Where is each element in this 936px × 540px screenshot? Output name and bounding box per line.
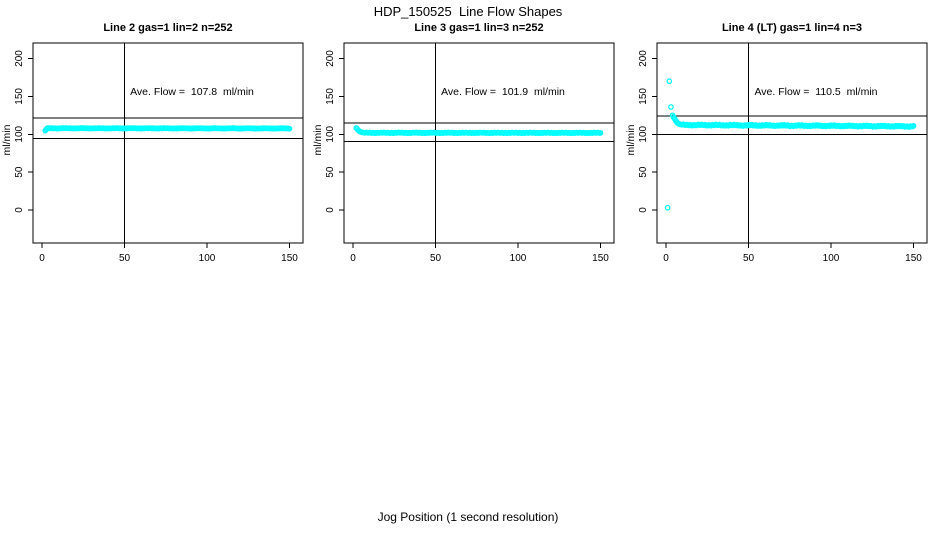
data-point: [668, 104, 674, 110]
data-point: [666, 78, 673, 85]
ave-flow-annotation: Ave. Flow = 110.5 ml/min: [754, 86, 878, 98]
x-tick-label: 0: [350, 253, 356, 264]
panel-line-3: Line 3 gas=1 lin=3 n=252 ml/min 0 50 100 15…: [311, 20, 622, 272]
y-tick-label: 200: [14, 50, 25, 67]
data-point: [286, 125, 293, 132]
plot-box: [343, 42, 615, 244]
plot-box: [32, 42, 304, 244]
plot-area: 0 50 100 150 0 50 100 150 200: [325, 42, 615, 264]
y-tick-label: 100: [638, 125, 649, 142]
y-tick-label: 50: [638, 166, 649, 178]
y-tick-label: 150: [14, 88, 25, 105]
panel-title: Line 4 (LT) gas=1 lin=4 n=3: [721, 22, 863, 34]
y-tick-label: 0: [14, 207, 25, 213]
ave-flow-annotation: Ave. Flow = 107.8 ml/min: [130, 86, 254, 98]
panel-title: Line 2 gas=1 lin=2 n=252: [103, 22, 233, 34]
x-tick-label: 100: [510, 253, 527, 264]
x-tick-label: 100: [823, 253, 840, 264]
data-point: [664, 204, 671, 211]
y-tick-label: 50: [14, 166, 25, 178]
x-tick-label: 50: [430, 253, 442, 264]
panel-line-2: Line 2 gas=1 lin=2 n=252 ml/min 0 50 100 15…: [0, 20, 311, 272]
y-tick-label: 150: [638, 88, 649, 105]
panel-title: Line 3 gas=1 lin=3 n=252: [414, 22, 544, 34]
x-axis-label: Jog Position (1 second resolution): [377, 510, 559, 524]
y-tick-label: 100: [14, 125, 25, 142]
x-tick-label: 0: [663, 253, 669, 264]
data-point: [597, 130, 604, 136]
y-tick-label: 0: [638, 207, 649, 213]
data-point: [910, 123, 917, 129]
figure-title: HDP_150525 Line Flow Shapes: [373, 4, 563, 19]
x-tick-label: 0: [39, 253, 45, 264]
y-tick-label: 50: [325, 166, 336, 178]
plot-box: [656, 42, 928, 244]
y-tick-label: 200: [325, 50, 336, 67]
x-tick-label: 50: [743, 253, 755, 264]
panel-line-4: Line 4 (LT) gas=1 lin=4 n=3 ml/min 0 50 10…: [624, 20, 935, 272]
ave-flow-annotation: Ave. Flow = 101.9 ml/min: [441, 86, 565, 98]
y-tick-label: 200: [638, 50, 649, 67]
x-tick-label: 150: [905, 253, 922, 264]
x-tick-label: 50: [119, 253, 131, 264]
x-tick-label: 150: [592, 253, 609, 264]
y-tick-label: 0: [325, 207, 336, 213]
y-tick-label: 100: [325, 125, 336, 142]
x-tick-label: 150: [281, 253, 298, 264]
plot-area: 0 50 100 150 0 50 100 150 200: [638, 42, 928, 264]
x-tick-label: 100: [199, 253, 216, 264]
plot-area: 0 50 100 150 0 50 100 150 200: [14, 42, 304, 264]
y-tick-label: 150: [325, 88, 336, 105]
